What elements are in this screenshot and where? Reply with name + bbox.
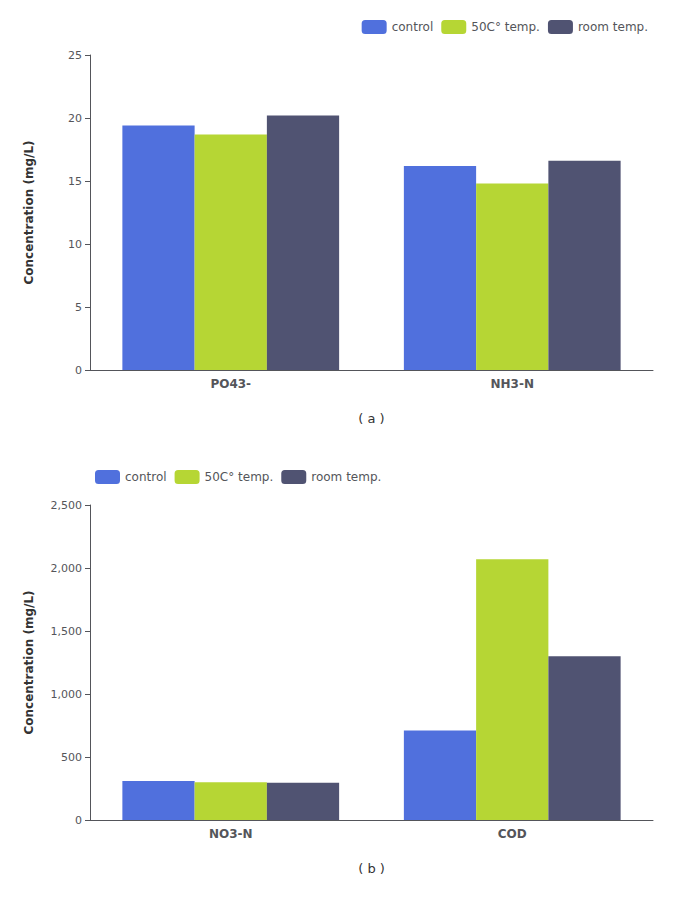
svg-text:room temp.: room temp. [578,20,648,34]
svg-text:room temp.: room temp. [311,470,381,484]
svg-text:10: 10 [68,238,82,251]
svg-text:20: 20 [68,112,82,125]
svg-text:Concentration (mg/L): Concentration (mg/L) [22,140,36,284]
svg-text:15: 15 [68,175,82,188]
svg-text:5: 5 [75,301,82,314]
svg-text:NH3-N: NH3-N [491,377,534,391]
svg-text:PO43-: PO43- [210,377,251,391]
svg-text:control: control [125,470,167,484]
svg-text:0: 0 [75,364,82,377]
svg-text:50C° temp.: 50C° temp. [471,20,540,34]
svg-text:50C° temp.: 50C° temp. [205,470,274,484]
svg-text:1,500: 1,500 [51,625,83,638]
svg-text:( a ): ( a ) [358,411,384,426]
svg-text:control: control [392,20,434,34]
svg-text:1,000: 1,000 [51,688,83,701]
svg-text:COD: COD [498,827,527,841]
svg-text:( b ): ( b ) [358,861,385,876]
svg-text:Concentration (mg/L): Concentration (mg/L) [22,590,36,734]
svg-text:500: 500 [61,751,82,764]
svg-text:2,500: 2,500 [51,499,83,512]
svg-text:2,000: 2,000 [51,562,83,575]
svg-text:0: 0 [75,814,82,827]
svg-text:25: 25 [68,49,82,62]
svg-text:NO3-N: NO3-N [209,827,253,841]
